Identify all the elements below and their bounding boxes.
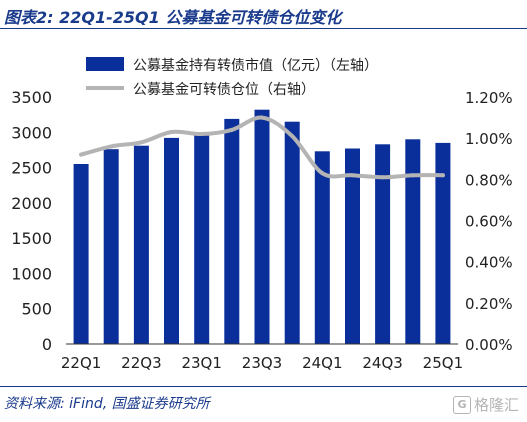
legend-label-bar: 公募基金持有转债市值（亿元）（左轴） — [133, 57, 378, 74]
line-point-22Q3 — [139, 140, 144, 145]
bar-24Q3 — [375, 144, 391, 344]
x-tick-label: 22Q3 — [121, 354, 161, 372]
y-right-tick-label: 0.20% — [465, 295, 513, 313]
line-point-24Q1 — [320, 171, 325, 176]
watermark-text: 格隆汇 — [473, 396, 519, 414]
bars-layer — [73, 109, 451, 345]
bar-23Q1 — [194, 135, 210, 344]
title-bar: 图表2: 22Q1-25Q1 公募基金可转债仓位变化 — [0, 0, 527, 29]
bar-22Q4 — [164, 137, 179, 344]
line-point-23Q4 — [290, 134, 295, 139]
y-right-tick-label: 0.60% — [465, 213, 513, 231]
bar-22Q1 — [73, 164, 89, 344]
y-left-tick-label: 1000 — [11, 264, 52, 283]
y-right-tick-label: 0.00% — [465, 336, 513, 354]
legend-label-line: 公募基金可转债仓位（右轴） — [133, 81, 315, 98]
line-point-23Q3 — [260, 115, 264, 120]
watermark: G 格隆汇 — [452, 394, 519, 415]
line-point-23Q2 — [229, 127, 234, 132]
y-left-tick-label: 500 — [21, 300, 52, 319]
bar-24Q4 — [405, 139, 421, 344]
x-tick-label: 24Q1 — [302, 354, 342, 372]
line-point-24Q2 — [350, 173, 355, 178]
y-right-tick-label: 1.00% — [465, 130, 513, 148]
bar-22Q3 — [133, 145, 149, 344]
bar-23Q4 — [284, 121, 300, 344]
legend: 公募基金持有转债市值（亿元）（左轴） 公募基金可转债仓位（右轴） — [86, 57, 378, 98]
bar-23Q3 — [254, 109, 270, 344]
x-tick-label: 23Q3 — [242, 354, 282, 372]
chart-area: 0 500 1000 1500 2000 2500 3000 3500 0.00% 0.20% 0.… — [11, 57, 513, 372]
bar-22Q2 — [103, 149, 119, 344]
source-note: 资料来源: iFind, 国盛证券研究所 — [4, 396, 210, 412]
watermark-logo-icon: G — [452, 395, 471, 414]
line-point-24Q4 — [410, 173, 415, 178]
y-right-tick-label: 1.20% — [465, 89, 513, 107]
axes-layer: 0 500 1000 1500 2000 2500 3000 3500 0.00% 0.20% 0.… — [11, 88, 512, 372]
bar-23Q2 — [224, 118, 240, 345]
x-tick-label: 25Q1 — [423, 354, 463, 372]
x-tick-label: 22Q1 — [61, 354, 101, 372]
y-left-tick-label: 2000 — [11, 194, 52, 213]
line-point-24Q3 — [380, 175, 385, 180]
y-left-tick-label: 3000 — [11, 123, 52, 142]
bar-25Q1 — [435, 142, 451, 344]
chart-title: 图表2: 22Q1-25Q1 公募基金可转债仓位变化 — [4, 8, 342, 27]
line-point-25Q1 — [440, 173, 445, 178]
line-layer — [79, 115, 445, 180]
bar-24Q2 — [345, 148, 360, 344]
y-left-tick-label: 3500 — [11, 88, 52, 107]
line-point-22Q1 — [79, 152, 84, 157]
source-bar: 资料来源: iFind, 国盛证券研究所 G 格隆汇 — [0, 386, 527, 422]
y-right-tick-label: 0.40% — [465, 254, 513, 272]
legend-swatch-bar — [86, 57, 124, 71]
y-left-tick-label: 1500 — [11, 229, 52, 248]
x-tick-label: 24Q3 — [362, 354, 402, 372]
bar-24Q1 — [314, 151, 330, 344]
y-right-tick-label: 0.80% — [465, 171, 513, 189]
line-point-22Q4 — [169, 130, 174, 134]
line-point-23Q1 — [199, 132, 204, 136]
y-left-tick-label: 0 — [42, 335, 52, 354]
line-point-22Q2 — [109, 144, 114, 149]
y-left-tick-label: 2500 — [11, 159, 52, 178]
x-tick-label: 23Q1 — [181, 354, 221, 372]
